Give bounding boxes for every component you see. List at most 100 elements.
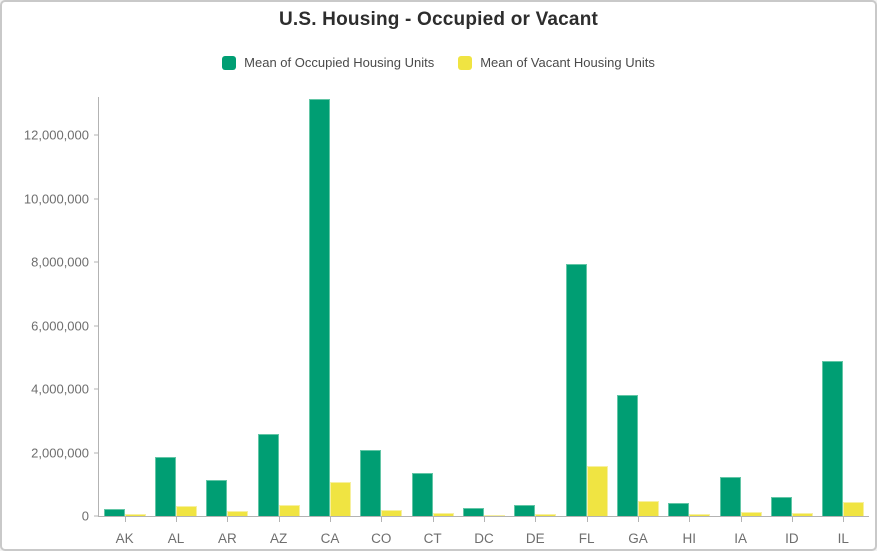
bar-group-AR: AR: [202, 97, 253, 546]
y-axis-tick: 2,000,000: [31, 445, 99, 460]
bar-vacant-AZ[interactable]: [278, 504, 300, 516]
x-axis-label-GA: GA: [628, 531, 648, 546]
bar-group-CT: CT: [407, 97, 458, 546]
y-axis-tick-label: 0: [81, 508, 89, 524]
x-axis-tick-mark: [689, 517, 691, 522]
bar-vacant-HI[interactable]: [689, 514, 711, 516]
legend-label: Mean of Vacant Housing Units: [480, 55, 655, 70]
legend-item-vacant[interactable]: Mean of Vacant Housing Units: [458, 55, 655, 70]
bar-group-CA: CA: [304, 97, 355, 546]
x-axis-tick-mark: [535, 517, 537, 522]
legend-swatch-icon: [458, 55, 473, 70]
y-axis-tick: 4,000,000: [31, 382, 99, 397]
bar-vacant-CT[interactable]: [432, 512, 454, 516]
bar-group-DE: DE: [510, 97, 561, 546]
bar-vacant-IL[interactable]: [843, 501, 865, 516]
chart-title: U.S. Housing - Occupied or Vacant: [278, 9, 599, 30]
x-axis-tick-mark: [278, 517, 280, 522]
y-axis-tick-mark: [94, 261, 99, 263]
bar-occupied-DE[interactable]: [514, 505, 536, 516]
x-axis-label-AK: AK: [115, 531, 134, 546]
bar-vacant-DC[interactable]: [483, 515, 505, 516]
plot-area: 0 2,000,000 4,000,000 6,000,000 8,000,000 10,…: [24, 97, 869, 546]
bar-occupied-IL[interactable]: [822, 361, 844, 516]
bar-occupied-CO[interactable]: [360, 449, 382, 516]
x-axis-tick-mark: [329, 517, 331, 522]
x-axis-label-FL: FL: [578, 531, 595, 546]
bar-group-IL: IL: [818, 97, 869, 546]
bar-groups: AK AL AR AZ CA CO CT DC DE FL GA HI IA ID IL: [99, 97, 869, 546]
x-axis-label-DE: DE: [525, 531, 545, 546]
x-axis-tick-mark: [175, 517, 177, 522]
y-axis-tick-label: 4,000,000: [31, 381, 89, 397]
x-axis-tick-mark: [381, 517, 383, 522]
y-axis-tick-mark: [94, 325, 99, 327]
bar-vacant-DE[interactable]: [535, 514, 557, 516]
x-axis-tick-mark: [124, 517, 126, 522]
bar-vacant-AR[interactable]: [227, 510, 249, 516]
x-axis-tick-mark: [432, 517, 434, 522]
bar-occupied-AZ[interactable]: [257, 434, 279, 516]
y-axis-tick-mark: [94, 134, 99, 136]
bar-group-ID: ID: [766, 97, 817, 546]
y-axis-tick-label: 2,000,000: [31, 445, 89, 461]
x-axis-label-AL: AL: [167, 531, 185, 546]
x-axis-tick-mark: [227, 517, 229, 522]
x-axis-label-IL: IL: [837, 531, 849, 546]
bar-group-GA: GA: [612, 97, 663, 546]
legend-label: Mean of Occupied Housing Units: [244, 55, 435, 70]
legend: Mean of Occupied Housing Units Mean of Va…: [2, 55, 875, 70]
bar-vacant-AK[interactable]: [124, 513, 146, 516]
bar-vacant-AL[interactable]: [175, 505, 197, 516]
bar-vacant-ID[interactable]: [791, 513, 813, 516]
bar-group-CO: CO: [356, 97, 407, 546]
x-axis-label-IA: IA: [734, 531, 747, 546]
legend-item-occupied[interactable]: Mean of Occupied Housing Units: [222, 55, 434, 70]
bar-group-AL: AL: [150, 97, 201, 546]
x-axis-label-CO: CO: [371, 531, 392, 546]
x-axis-tick-mark: [740, 517, 742, 522]
x-axis-tick-mark: [483, 517, 485, 522]
bar-vacant-CO[interactable]: [381, 510, 403, 516]
bar-group-IA: IA: [715, 97, 766, 546]
bar-occupied-ID[interactable]: [770, 497, 792, 516]
bar-occupied-GA[interactable]: [616, 395, 638, 516]
bar-occupied-CA[interactable]: [308, 99, 330, 516]
y-axis-tick-label: 12,000,000: [23, 127, 89, 143]
y-axis-tick-mark: [94, 198, 99, 200]
bar-group-FL: FL: [561, 97, 612, 546]
y-axis-tick-label: 10,000,000: [23, 191, 89, 207]
bar-occupied-IA[interactable]: [719, 476, 741, 516]
bar-occupied-AK[interactable]: [103, 508, 125, 516]
y-axis-tick: 8,000,000: [31, 255, 99, 270]
bar-occupied-HI[interactable]: [668, 502, 690, 516]
bar-vacant-CA[interactable]: [329, 482, 351, 516]
legend-swatch-icon: [222, 55, 237, 70]
bar-group-DC: DC: [458, 97, 509, 546]
y-axis-tick-label: 6,000,000: [31, 318, 89, 334]
x-axis-label-CA: CA: [320, 531, 340, 546]
x-axis-label-ID: ID: [785, 531, 799, 546]
y-axis-tick: 10,000,000: [24, 191, 99, 206]
bar-group-AZ: AZ: [253, 97, 304, 546]
bar-occupied-AL[interactable]: [154, 457, 176, 516]
x-axis-tick-mark: [586, 517, 588, 522]
x-axis-tick-mark: [637, 517, 639, 522]
y-axis-tick: 12,000,000: [24, 128, 99, 143]
x-axis-label-HI: HI: [682, 531, 697, 546]
x-axis-tick-mark: [791, 517, 793, 522]
bar-vacant-IA[interactable]: [740, 512, 762, 516]
bar-occupied-CT[interactable]: [411, 473, 433, 516]
bar-occupied-AR[interactable]: [206, 480, 228, 516]
x-axis-label-DC: DC: [474, 531, 494, 546]
bar-occupied-FL[interactable]: [565, 264, 587, 516]
y-axis-tick: 0: [82, 509, 99, 524]
y-axis-tick: 6,000,000: [31, 318, 99, 333]
x-axis-label-AR: AR: [217, 531, 237, 546]
bar-vacant-FL[interactable]: [586, 465, 608, 516]
bar-vacant-GA[interactable]: [637, 500, 659, 516]
y-axis-tick-mark: [94, 452, 99, 454]
bar-occupied-DC[interactable]: [462, 508, 484, 516]
y-axis-tick-mark: [94, 388, 99, 390]
